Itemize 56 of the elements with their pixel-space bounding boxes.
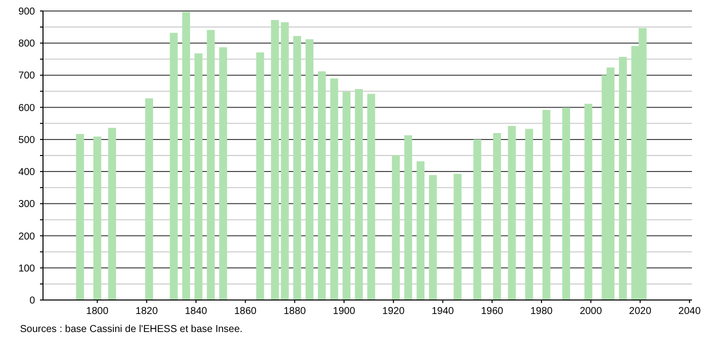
bar: [170, 32, 178, 300]
y-tick-label: 600: [18, 102, 36, 114]
y-tick-label: 100: [18, 263, 36, 274]
x-tick-label: 1900: [332, 306, 356, 317]
y-tick-label: 500: [18, 134, 36, 146]
source-note: Sources : base Cassini de l'EHESS et base Insee.: [20, 324, 243, 335]
bar: [219, 47, 228, 300]
y-tick-label: 300: [18, 199, 36, 210]
bar: [508, 126, 516, 300]
bar: [342, 92, 350, 300]
x-tick-label: 1920: [382, 306, 405, 317]
y-tick-label: 800: [18, 38, 36, 50]
bar: [93, 136, 102, 300]
bar: [473, 139, 482, 300]
bar: [392, 155, 400, 300]
y-tick-label: 900: [18, 6, 36, 18]
bar: [206, 30, 215, 300]
bar: [354, 89, 363, 300]
bar: [76, 134, 84, 300]
bar: [493, 133, 501, 300]
x-tick-label: 2040: [678, 306, 702, 317]
x-tick-label: 2000: [580, 306, 602, 317]
bar: [404, 135, 412, 300]
bar: [306, 39, 314, 300]
x-tick-label: 1860: [234, 306, 257, 317]
x-tick-label: 2020: [629, 306, 652, 317]
bar: [542, 110, 550, 300]
x-tick-label: 1980: [530, 306, 554, 317]
y-tick-label: 400: [18, 167, 36, 178]
bar: [108, 128, 116, 300]
x-tick-label: 1840: [184, 306, 208, 317]
x-tick-label: 1800: [86, 306, 109, 317]
bar: [271, 20, 279, 300]
bar: [416, 161, 425, 300]
x-tick-label: 1880: [284, 306, 306, 317]
x-tick-label: 1820: [136, 306, 158, 317]
bar: [584, 104, 592, 300]
bar: [256, 52, 264, 300]
bar: [454, 174, 462, 300]
bar: [194, 53, 202, 300]
bar: [280, 22, 289, 300]
y-tick-label: 200: [18, 231, 36, 242]
bar: [145, 98, 154, 300]
x-tick-label: 1960: [480, 306, 504, 317]
bar: [618, 56, 627, 300]
bar: [330, 78, 338, 300]
bar: [318, 71, 326, 300]
bar: [428, 175, 437, 300]
x-tick-label: 1940: [432, 306, 454, 317]
y-tick-label: 700: [18, 70, 36, 82]
bar: [182, 12, 190, 300]
bar: [562, 108, 570, 300]
bar: [293, 36, 302, 300]
bar: [525, 128, 534, 300]
y-tick-label: 0: [29, 296, 36, 306]
bar: [367, 94, 376, 300]
